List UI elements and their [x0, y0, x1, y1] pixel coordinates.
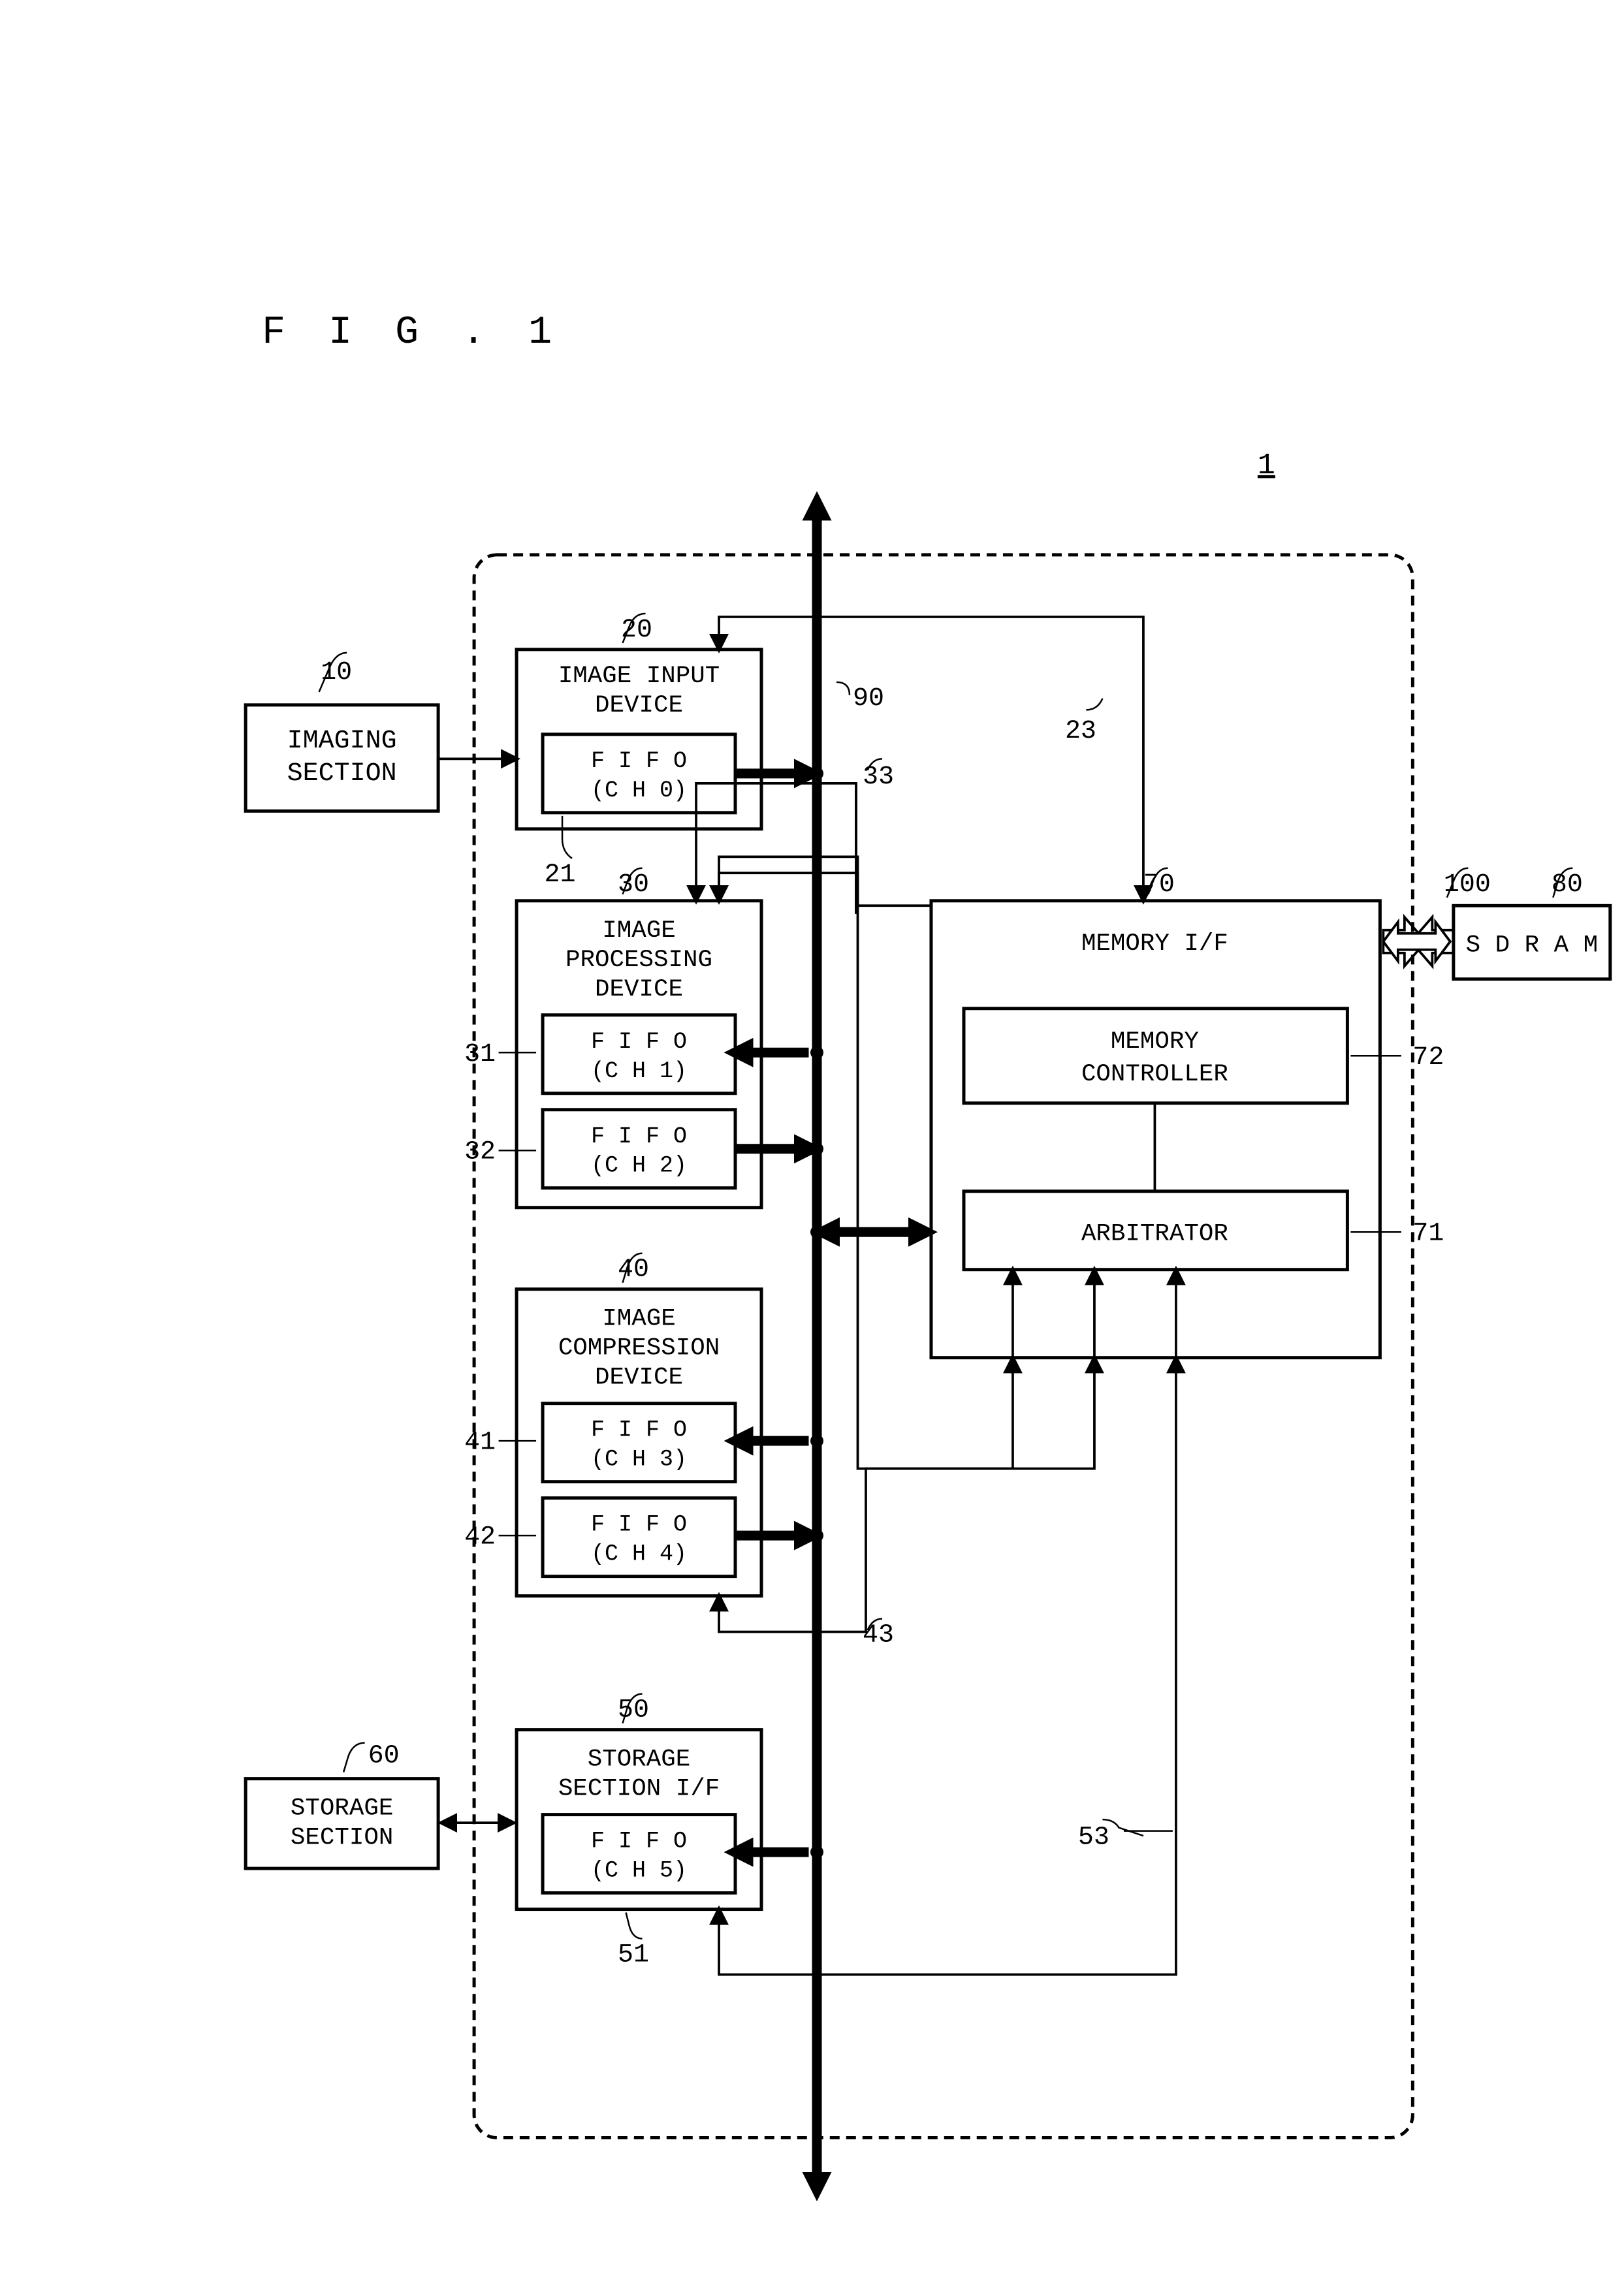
- ref-40: 40: [618, 1255, 649, 1285]
- fifo-ch4-l2: (C H 4): [591, 1541, 687, 1567]
- storage-if-l2: SECTION I/F: [558, 1776, 720, 1803]
- image-input-line2: DEVICE: [595, 692, 683, 719]
- arb-l1: ARBITRATOR: [1081, 1221, 1228, 1248]
- lead-21: [562, 816, 572, 858]
- fifo-ch2-l2: (C H 2): [591, 1153, 687, 1179]
- image-compression-device-box: IMAGE COMPRESSION DEVICE 40 F I F O (C H…: [464, 1253, 761, 1596]
- image-proc-l2: PROCESSING: [565, 947, 712, 974]
- storage-if-l1: STORAGE: [588, 1746, 690, 1774]
- mem-if-title: MEMORY I/F: [1081, 930, 1228, 958]
- node-ch1: [810, 1046, 823, 1059]
- hollow-double-arrow: [1383, 922, 1450, 961]
- ref-main: 1: [1258, 449, 1275, 482]
- image-comp-l2: COMPRESSION: [558, 1335, 720, 1362]
- ref-21: 21: [545, 860, 576, 890]
- figure-title: F I G . 1: [262, 311, 562, 355]
- fifo-ch1-l1: F I F O: [591, 1029, 687, 1055]
- image-processing-device-box: IMAGE PROCESSING DEVICE 30 F I F O (C H …: [464, 868, 761, 1208]
- fifo-ch5-l2: (C H 5): [591, 1858, 687, 1884]
- ref-42: 42: [464, 1523, 496, 1552]
- ref-32: 32: [464, 1138, 496, 1167]
- sdram-title: S D R A M: [1466, 932, 1598, 959]
- wire-53: [719, 1358, 1176, 1975]
- image-input-line1: IMAGE INPUT: [558, 663, 720, 690]
- lead-90: [836, 682, 850, 695]
- node-ch4: [810, 1529, 823, 1542]
- fifo-ch3-l1: F I F O: [591, 1417, 687, 1443]
- ref-23: 23: [1065, 717, 1096, 746]
- ref-10: 10: [321, 658, 352, 687]
- lead-60: [343, 1743, 364, 1772]
- ref-20: 20: [621, 616, 652, 645]
- fifo-ch1-l2: (C H 1): [591, 1058, 687, 1084]
- ref-50: 50: [618, 1696, 649, 1725]
- mem-ctrl-l2: CONTROLLER: [1081, 1061, 1228, 1088]
- storage-l1: STORAGE: [291, 1795, 393, 1823]
- ref-41: 41: [464, 1428, 496, 1458]
- ref-31: 31: [464, 1040, 496, 1069]
- image-comp-l3: DEVICE: [595, 1364, 683, 1392]
- wire-43: [719, 1358, 1094, 1632]
- fifo-ch2-l1: F I F O: [591, 1124, 687, 1150]
- node-ch5: [810, 1846, 823, 1859]
- storage-l2: SECTION: [291, 1825, 393, 1852]
- lead-51: [626, 1913, 643, 1939]
- ref-43: 43: [863, 1621, 894, 1650]
- ref-53: 53: [1078, 1823, 1109, 1853]
- fifo-ch3-l2: (C H 3): [591, 1447, 687, 1473]
- imaging-line1: IMAGING: [287, 727, 397, 756]
- fifo-ch0-l1: F I F O: [591, 748, 687, 774]
- memory-if-box: MEMORY I/F 70 MEMORY CONTROLLER 72 ARBIT…: [931, 868, 1444, 1358]
- ref-60: 60: [368, 1742, 400, 1771]
- wire-23: [719, 617, 1143, 901]
- ref-33: 33: [863, 763, 894, 792]
- ref-70: 70: [1143, 870, 1175, 900]
- bus-ref: 90: [853, 684, 884, 714]
- storage-section-box: STORAGE SECTION 60: [246, 1742, 438, 1868]
- ref-30: 30: [618, 870, 649, 900]
- fifo-ch5-l1: F I F O: [591, 1829, 687, 1855]
- ref-72: 72: [1412, 1043, 1444, 1073]
- node-memif: [810, 1225, 823, 1238]
- image-comp-l1: IMAGE: [602, 1306, 675, 1333]
- ref-51: 51: [618, 1941, 649, 1970]
- image-proc-l1: IMAGE: [602, 917, 675, 945]
- image-proc-l3: DEVICE: [595, 976, 683, 1003]
- lead-23: [1086, 699, 1102, 710]
- ref-100: 100: [1444, 870, 1491, 900]
- mem-ctrl-l1: MEMORY: [1111, 1028, 1199, 1056]
- fifo-ch0-l2: (C H 0): [591, 778, 687, 804]
- node-ch2: [810, 1142, 823, 1156]
- imaging-section-box: IMAGING SECTION 10: [246, 653, 438, 811]
- node-ch3: [810, 1434, 823, 1447]
- fifo-ch4-l1: F I F O: [591, 1512, 687, 1538]
- node-ch0: [810, 767, 823, 780]
- ref-71: 71: [1412, 1219, 1444, 1249]
- storage-if-box: STORAGE SECTION I/F 50 F I F O (C H 5) 5…: [517, 1694, 761, 1970]
- imaging-line2: SECTION: [287, 759, 397, 789]
- image-input-device-box: IMAGE INPUT DEVICE 20 F I F O (C H 0) 21: [517, 614, 761, 890]
